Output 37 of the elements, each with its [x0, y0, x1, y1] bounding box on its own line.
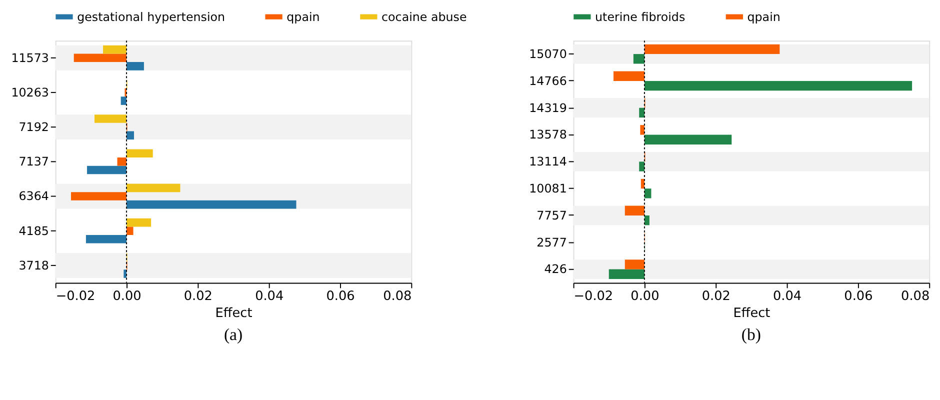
x-tick-label: 0.00: [630, 289, 660, 304]
y-tick-label: 7192: [18, 120, 49, 134]
y-tick-label: 10081: [529, 182, 567, 196]
x-tick-label: 0.00: [112, 289, 142, 304]
y-tick-label: 7757: [536, 208, 567, 222]
x-tick-label: 0.06: [844, 289, 873, 304]
x-axis-title: Effect: [215, 306, 252, 321]
x-tick-label: 0.02: [702, 289, 730, 304]
x-axis-title: Effect: [733, 306, 770, 321]
y-tick-label: 14766: [529, 74, 567, 88]
x-tick-label: 0.04: [773, 289, 802, 304]
y-tick-label: 14319: [529, 100, 567, 115]
y-tick-label: 15070: [529, 46, 567, 61]
legend-label: cocaine abuse: [382, 10, 467, 24]
text: (a): [224, 325, 243, 344]
legend-label: qpain: [286, 10, 320, 24]
y-tick-label: 11573: [11, 50, 49, 65]
y-tick-label: 2577: [536, 235, 567, 250]
text: (b): [741, 325, 762, 344]
x-tick-label: 0.08: [901, 289, 930, 304]
y-tick-label: 7137: [18, 154, 49, 169]
y-tick-label: 4185: [18, 224, 49, 238]
x-tick-label: 0.04: [255, 289, 284, 304]
y-tick-label: 10263: [11, 85, 49, 100]
x-tick-label: 0.08: [383, 289, 412, 304]
x-tick-label: 0.06: [326, 289, 355, 304]
legend-label: uterine fibroids: [595, 10, 686, 24]
y-tick-label: 13578: [529, 128, 567, 142]
legend-label: gestational hypertension: [77, 10, 226, 24]
x-tick-label: −0.02: [574, 289, 614, 304]
legend-label: qpain: [747, 10, 780, 24]
y-tick-label: 426: [544, 262, 567, 276]
y-tick-label: 6364: [18, 189, 49, 204]
y-tick-label: 3718: [18, 258, 49, 272]
x-tick-label: 0.02: [184, 289, 212, 304]
y-tick-label: 13114: [529, 154, 567, 169]
x-tick-label: −0.02: [56, 289, 96, 304]
